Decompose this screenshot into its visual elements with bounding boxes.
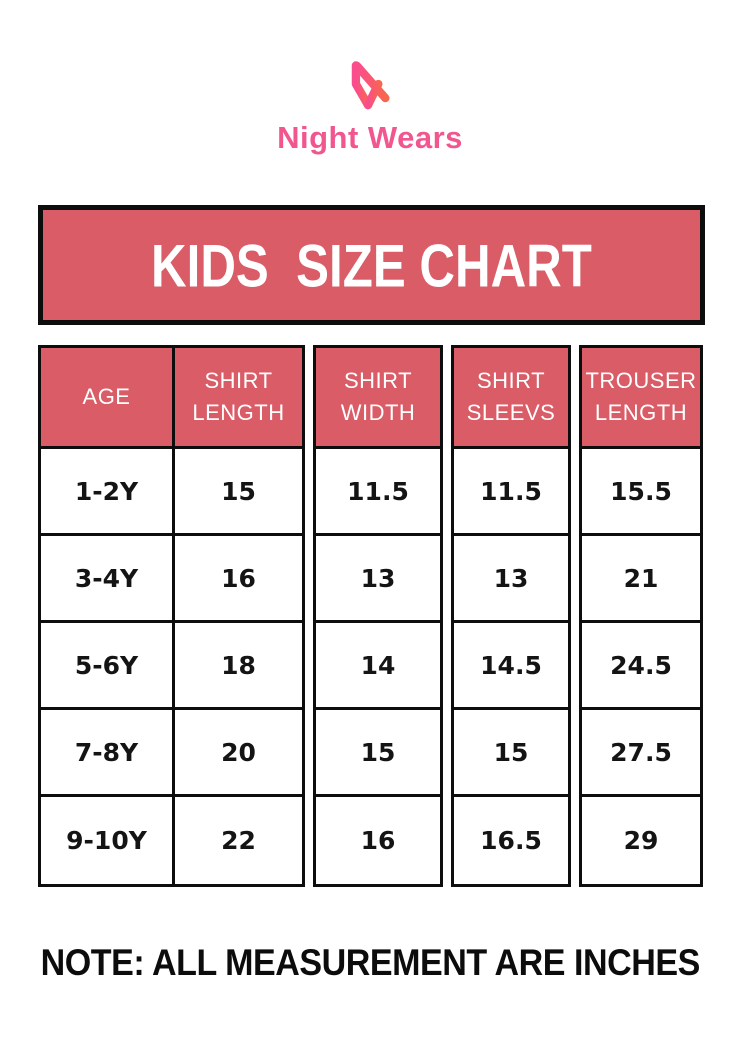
value-cell: 15 bbox=[175, 449, 302, 536]
value-cell: 22 bbox=[221, 826, 256, 855]
table-column-trouser-length: TROUSER LENGTH 15.5 21 24.5 27.5 29 bbox=[579, 345, 703, 887]
value-cell: 13 bbox=[454, 536, 568, 623]
value-cell: 15.5 bbox=[582, 449, 700, 536]
value-cell: 16 bbox=[175, 536, 302, 623]
brand-logo: Night Wears bbox=[0, 52, 740, 156]
value-cell: 14 bbox=[316, 623, 440, 710]
value-cell: 29 bbox=[623, 826, 659, 855]
column-header: SHIRT SLEEVS bbox=[454, 348, 568, 449]
age-cell: 1-2Y bbox=[41, 449, 172, 536]
table-column-shirt-width: SHIRT WIDTH 11.5 13 14 15 16 bbox=[313, 345, 443, 887]
value-cell: 16 bbox=[360, 826, 396, 855]
title-banner: KIDS SIZE CHART bbox=[38, 205, 705, 325]
column-header: TROUSER LENGTH bbox=[582, 348, 700, 449]
value-cell: 21 bbox=[582, 536, 700, 623]
value-cell: 20 bbox=[175, 710, 302, 797]
page-title: KIDS SIZE CHART bbox=[151, 230, 592, 300]
value-cell: 27.5 bbox=[582, 710, 700, 797]
column-header: AGE bbox=[41, 348, 172, 449]
value-cell: 18 bbox=[175, 623, 302, 710]
value-cell: 14.5 bbox=[454, 623, 568, 710]
table-column-shirt-sleevs: SHIRT SLEEVS 11.5 13 14.5 15 16.5 bbox=[451, 345, 571, 887]
night-wears-monogram-icon bbox=[351, 60, 391, 110]
age-cell: 5-6Y bbox=[41, 623, 172, 710]
age-cell: 9-10Y bbox=[66, 826, 147, 855]
column-header: SHIRT LENGTH bbox=[175, 348, 302, 449]
value-cell: 24.5 bbox=[582, 623, 700, 710]
age-cell: 3-4Y bbox=[41, 536, 172, 623]
value-cell: 15 bbox=[454, 710, 568, 797]
measurement-note: NOTE: ALL MEASUREMENT ARE INCHES bbox=[0, 942, 740, 984]
table-column-shirt-length: SHIRT LENGTH 15 16 18 20 22 bbox=[175, 345, 305, 887]
value-cell: 13 bbox=[316, 536, 440, 623]
size-chart-table: AGE 1-2Y 3-4Y 5-6Y 7-8Y 9-10Y SHIRT LENGTH 15 16… bbox=[38, 345, 703, 887]
value-cell: 16.5 bbox=[480, 826, 542, 855]
value-cell: 15 bbox=[316, 710, 440, 797]
column-header: SHIRT WIDTH bbox=[316, 348, 440, 449]
value-cell: 11.5 bbox=[316, 449, 440, 536]
age-cell: 7-8Y bbox=[41, 710, 172, 797]
brand-name: Night Wears bbox=[277, 120, 463, 155]
value-cell: 11.5 bbox=[454, 449, 568, 536]
table-column-age: AGE 1-2Y 3-4Y 5-6Y 7-8Y 9-10Y bbox=[38, 345, 175, 887]
measurement-note-text: NOTE: ALL MEASUREMENT ARE INCHES bbox=[40, 942, 700, 983]
